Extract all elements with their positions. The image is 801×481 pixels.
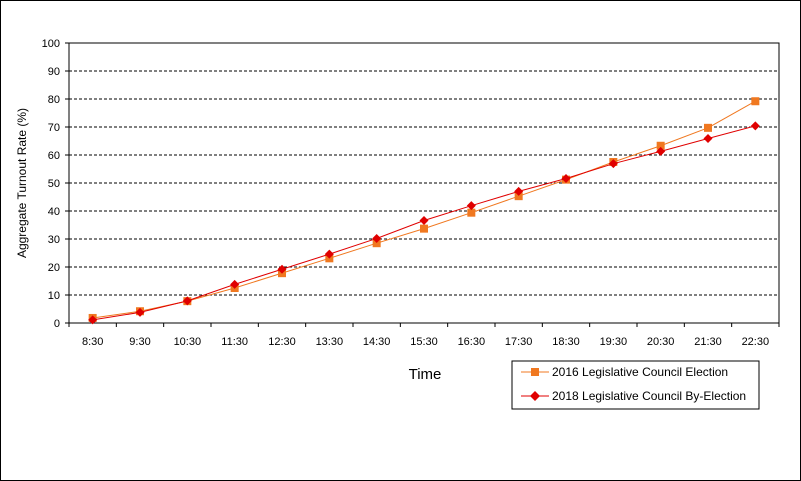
x-tick-label: 15:30 [410, 336, 438, 348]
x-tick-label: 18:30 [552, 336, 580, 348]
data-point-diamond [372, 233, 382, 243]
y-tick-label: 10 [48, 290, 60, 302]
x-tick-label: 10:30 [174, 336, 202, 348]
x-tick-label: 19:30 [600, 336, 628, 348]
y-tick-label: 90 [48, 66, 60, 78]
data-point-diamond [324, 249, 334, 259]
y-tick-label: 40 [48, 206, 60, 218]
legend-label-2016: 2016 Legislative Council Election [552, 365, 728, 379]
x-tick-label: 11:30 [221, 336, 248, 348]
y-tick-label: 30 [48, 234, 60, 246]
y-axis-label: Aggregate Turnout Rate (%) [15, 108, 29, 258]
y-axis-ticks: 0 10 20 30 40 50 60 70 80 90 100 [42, 38, 69, 330]
x-tick-label: 17:30 [505, 336, 533, 348]
data-point-square [751, 97, 760, 106]
data-point-square [420, 224, 428, 233]
legend-marker-square [531, 368, 539, 376]
grid-lines [69, 70, 779, 296]
x-tick-label: 21:30 [694, 336, 722, 348]
data-point-diamond [703, 133, 713, 143]
series-layer [88, 97, 760, 325]
x-tick-label: 20:30 [647, 336, 675, 348]
data-point-square [704, 123, 712, 132]
x-tick-label: 22:30 [742, 336, 770, 348]
data-point-square [656, 141, 665, 150]
y-tick-label: 60 [48, 150, 60, 162]
data-point-square [372, 239, 381, 248]
data-point-diamond [182, 296, 192, 306]
data-point-diamond [561, 174, 571, 184]
data-point-diamond [419, 216, 429, 226]
x-tick-label: 14:30 [363, 336, 391, 348]
data-point-diamond [277, 264, 287, 274]
x-axis-ticks: 8:30 9:30 10:30 11:30 12:30 13:30 14:30 15:30 16… [68, 323, 780, 348]
data-point-square [514, 192, 523, 201]
x-tick-label: 12:30 [268, 336, 296, 348]
data-point-diamond [466, 201, 476, 211]
x-tick-label: 9:30 [129, 336, 150, 348]
data-point-diamond [88, 315, 98, 325]
data-point-diamond [608, 159, 618, 169]
data-point-diamond [656, 146, 666, 156]
y-tick-label: 70 [48, 122, 60, 134]
x-tick-label: 13:30 [316, 336, 344, 348]
series-1 [88, 121, 760, 325]
data-point-square [467, 208, 476, 217]
data-point-diamond [514, 186, 524, 196]
legend-box [511, 360, 760, 410]
x-axis-label: Time [409, 366, 442, 383]
legend: 2016 Legislative Council Election 2018 L… [511, 360, 760, 410]
legend-label-2018: 2018 Legislative Council By-Election [552, 389, 746, 403]
y-tick-label: 0 [54, 318, 60, 330]
series-line [92, 100, 756, 319]
x-tick-label: 16:30 [458, 336, 486, 348]
data-point-diamond [750, 121, 760, 131]
y-tick-label: 20 [48, 262, 60, 274]
data-point-diamond [135, 307, 145, 317]
y-tick-label: 80 [48, 94, 60, 106]
data-point-diamond [230, 279, 240, 289]
legend-marker-diamond [530, 391, 540, 401]
series-0 [88, 97, 760, 322]
y-tick-label: 50 [48, 178, 60, 190]
x-tick-label: 8:30 [82, 336, 103, 348]
y-tick-label: 100 [42, 38, 60, 50]
